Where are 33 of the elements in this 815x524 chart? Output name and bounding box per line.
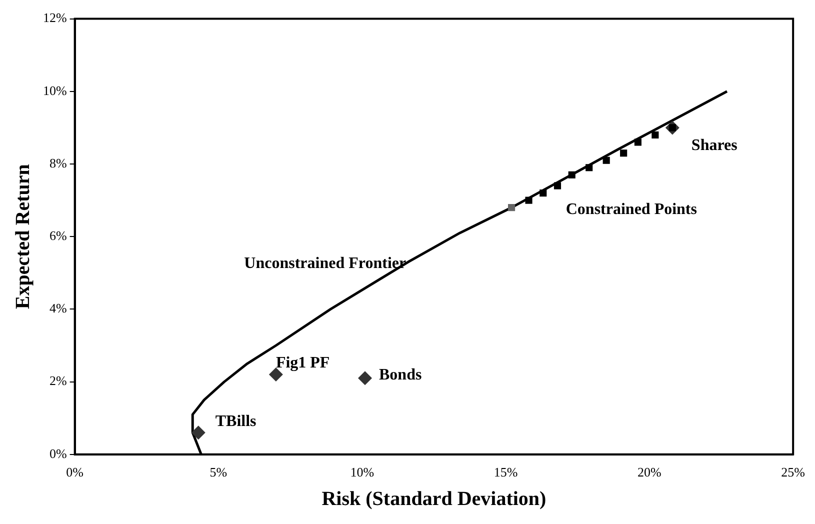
x-tick-label: 5% [210, 464, 228, 480]
point [540, 190, 547, 197]
x-tick-label: 20% [638, 464, 662, 480]
annotation: Shares [691, 136, 738, 154]
point [602, 156, 610, 164]
y-axis-title: Expected Return [12, 164, 34, 310]
y-tick-label: 2% [49, 373, 67, 388]
point [634, 138, 642, 146]
point [191, 426, 206, 440]
annotation: TBills [215, 412, 256, 430]
y-tick-label: 4% [49, 300, 67, 316]
annotation: Unconstrained Frontier [244, 255, 406, 272]
y-tick-label: 6% [49, 228, 67, 244]
annotation: Constrained Points [566, 201, 697, 218]
y-tick-label: 10% [42, 82, 67, 98]
annotation: Fig1 PF [276, 354, 330, 372]
x-tick-label: 25% [781, 464, 806, 480]
point [586, 164, 593, 172]
point [568, 171, 576, 178]
y-tick-label: 12% [42, 10, 67, 26]
y-tick-label: 0% [49, 446, 67, 461]
point [525, 196, 532, 204]
y-tick-label: 8% [49, 155, 67, 170]
annotation: Bonds [379, 366, 422, 384]
x-tick-label: 10% [350, 464, 374, 480]
point [508, 204, 516, 212]
point [358, 371, 372, 386]
point [652, 131, 659, 138]
point [620, 150, 628, 157]
x-tick-label: 15% [494, 464, 518, 480]
point [554, 182, 562, 190]
x-tick-label: 0% [66, 464, 84, 480]
x-axis-title: Risk (Standard Deviation) [322, 488, 546, 510]
